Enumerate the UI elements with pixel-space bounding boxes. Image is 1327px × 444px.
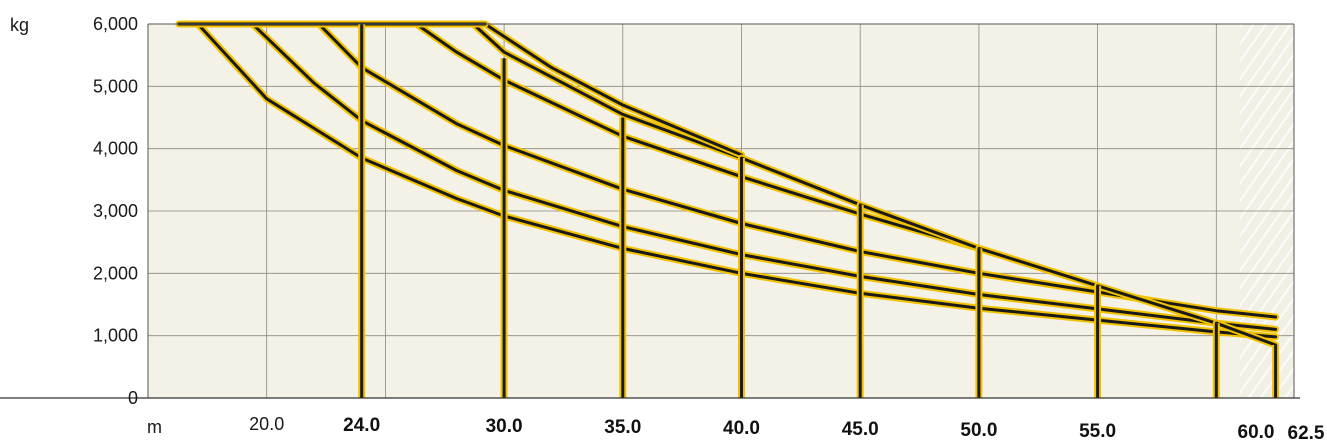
y-tick-labels: 6,000 5,000 4,000 3,000 2,000 1,000 0 <box>93 14 138 408</box>
load-curve-6 <box>483 22 743 157</box>
x-tick-label: 45.0 <box>842 419 879 440</box>
y-tick-label: 1,000 <box>93 326 138 346</box>
x-tick-label: 20.0 <box>249 414 284 434</box>
y-tick-label: 2,000 <box>93 263 138 283</box>
y-tick-label: 6,000 <box>93 14 138 34</box>
cap-curve-2 <box>858 203 981 250</box>
y-tick-label: 3,000 <box>93 201 138 221</box>
x-tick-label: 40.0 <box>723 418 760 439</box>
x-tick-label: 50.0 <box>960 420 997 441</box>
cap-curve-1 <box>740 156 862 207</box>
cap-curve-4 <box>1096 284 1218 325</box>
x-tick-label: 30.0 <box>486 416 523 437</box>
x-tick-label: 60.0 <box>1238 422 1275 443</box>
y-tick-label: 5,000 <box>93 76 138 96</box>
x-tick-label: 35.0 <box>604 417 641 438</box>
x-tick-label: 24.0 <box>343 415 380 436</box>
load-curve-1 <box>196 22 1278 339</box>
load-curve-5 <box>471 22 743 160</box>
x-tick-label: 62.5 <box>1288 423 1325 444</box>
x-tick-labels: 20.0 24.0 30.0 35.0 40.0 45.0 50.0 55.0 60.0 62.5 <box>249 414 1325 444</box>
x-unit-label: m <box>147 417 162 437</box>
x-tick-label: 55.0 <box>1079 421 1116 442</box>
y-unit-label: kg <box>10 15 29 35</box>
y-tick-label: 0 <box>128 388 138 408</box>
load-curve-2 <box>251 22 1278 331</box>
y-tick-label: 4,000 <box>93 139 138 159</box>
jib-end-lines <box>358 24 1280 398</box>
cap-curve-3 <box>977 246 1100 288</box>
cap-curve-5 <box>1214 321 1278 347</box>
